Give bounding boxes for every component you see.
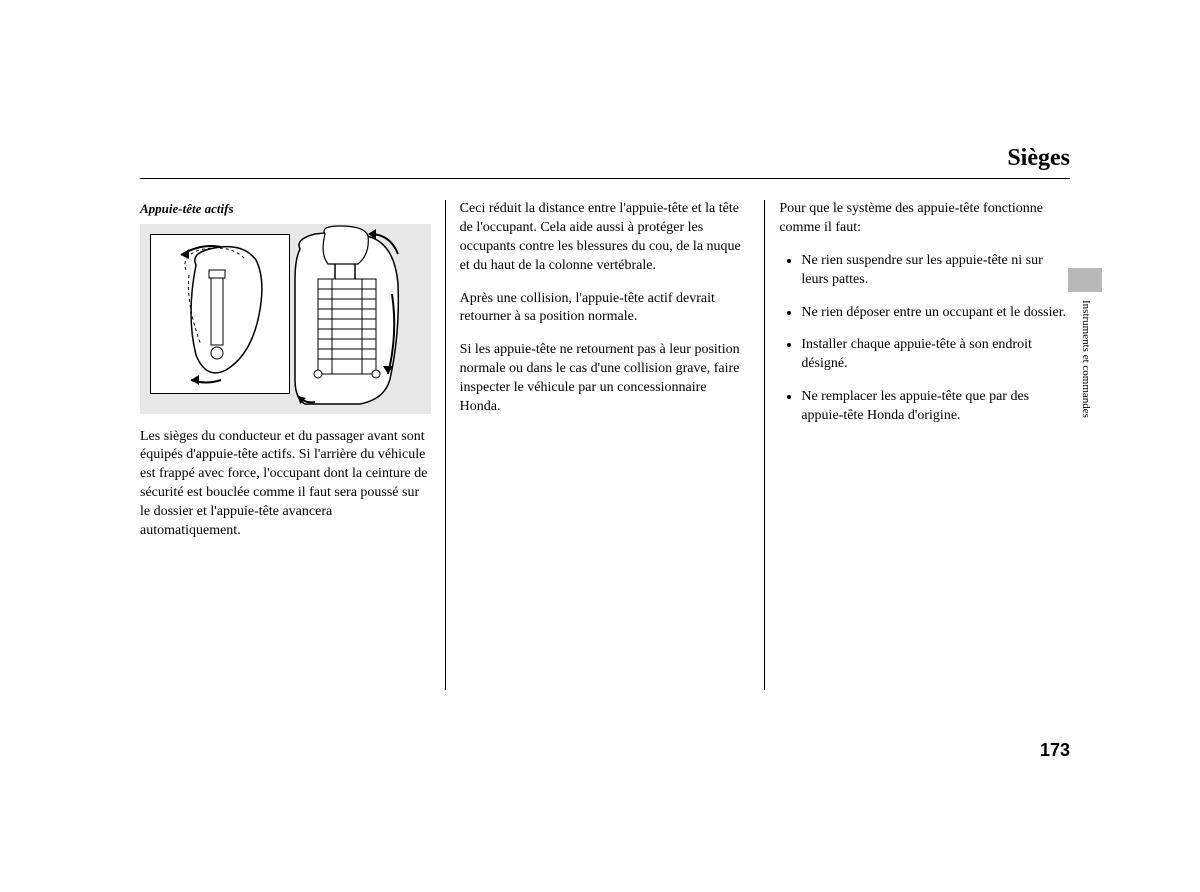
- col2-para1: Ceci réduit la distance entre l'appuie-t…: [460, 200, 751, 276]
- section-tab: [1068, 268, 1102, 292]
- column-2: Ceci réduit la distance entre l'appuie-t…: [446, 200, 765, 772]
- col3-intro: Pour que le système des appuie-tête fonc…: [779, 200, 1070, 238]
- content-columns: Appuie-tête actifs: [140, 200, 1070, 772]
- bullet-item: Ne remplacer les appuie-tête que par des…: [801, 388, 1070, 426]
- page-number: 173: [1040, 740, 1070, 761]
- bullet-item: Ne rien suspendre sur les appuie-tête ni…: [801, 252, 1070, 290]
- header-rule: [140, 178, 1070, 179]
- headrest-figure: [140, 224, 431, 414]
- column-1: Appuie-tête actifs: [140, 200, 445, 772]
- col2-para2: Après une collision, l'appuie-tête actif…: [460, 290, 751, 328]
- bullet-item: Ne rien déposer entre un occupant et le …: [801, 304, 1070, 323]
- col2-para3: Si les appuie-tête ne retournent pas à l…: [460, 341, 751, 417]
- section-label: Instruments et commandes: [1080, 300, 1092, 418]
- bullet-item: Installer chaque appuie-tête à son endro…: [801, 336, 1070, 374]
- sub-heading: Appuie-tête actifs: [140, 200, 431, 218]
- col3-bullets: Ne rien suspendre sur les appuie-tête ni…: [779, 252, 1070, 426]
- page-title: Sièges: [1007, 145, 1070, 172]
- seat-svg: [140, 224, 410, 414]
- manual-page: Sièges Appuie-tête actifs: [0, 0, 1200, 892]
- col1-para1: Les sièges du conducteur et du passager …: [140, 428, 431, 541]
- column-3: Pour que le système des appuie-tête fonc…: [765, 200, 1070, 772]
